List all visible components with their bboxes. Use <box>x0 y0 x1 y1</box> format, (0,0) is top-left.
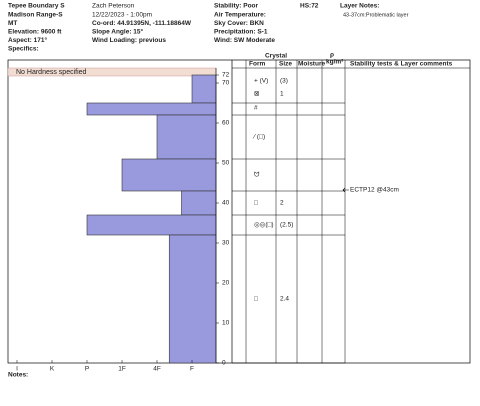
crystal-size: (2.5) <box>280 222 293 229</box>
header: Form <box>249 61 265 68</box>
arrow <box>342 187 349 193</box>
y-tick-label: 10 <box>222 320 230 327</box>
hardness-bar <box>156 114 217 160</box>
hardness-bar <box>181 190 217 216</box>
header: Size <box>279 61 292 68</box>
hardness-bar <box>191 74 217 104</box>
no-hardness-label: No Hardness specified <box>16 69 87 76</box>
header-field: Slope Angle: 15° <box>92 28 144 36</box>
crystal-form: ᗢ <box>254 172 260 179</box>
y-tick-label: 60 <box>222 120 230 127</box>
header: kg/m³ <box>326 59 344 66</box>
crystal-form: ◎◎(□) <box>254 222 274 229</box>
y-tick-label: 30 <box>222 240 230 247</box>
header: Crystal <box>265 53 287 60</box>
y-tick-label: 40 <box>222 200 230 207</box>
x-tick-label: 4F <box>153 366 161 373</box>
x-tick-label: K <box>50 366 55 373</box>
header-field: 12/22/2023 - 1:00pm <box>92 11 152 18</box>
hardness-bar <box>168 234 217 364</box>
crystal-size: 1 <box>280 91 284 98</box>
header-field: Sky Cover: BKN <box>214 20 264 27</box>
crystal-form: □ <box>254 200 258 207</box>
y-tick-label: 50 <box>222 160 230 167</box>
crystal-form: + (V) <box>254 78 268 85</box>
header-field: Precipitation: S-1 <box>214 29 268 36</box>
header-field: Tepee Boundary S <box>8 3 65 10</box>
hardness-bar <box>86 214 217 236</box>
x-tick-label: 1F <box>118 366 126 373</box>
header: Moisture <box>298 61 325 68</box>
header-field: Stability: Poor <box>214 3 259 10</box>
crystal-size: (3) <box>280 78 288 85</box>
y-tick-label: 72 <box>222 72 230 79</box>
x-tick-label: I <box>16 366 18 373</box>
header: ρ <box>330 52 334 59</box>
y-tick-label: 70 <box>222 80 230 87</box>
crystal-form: ⁄ (□) <box>252 134 265 141</box>
x-tick-label: F <box>190 366 194 373</box>
header: Stability tests & Layer comments <box>350 61 453 68</box>
header-field: Elevation: 9600 ft <box>8 29 62 36</box>
crystal-size: 2 <box>280 200 284 207</box>
crystal-size: 2.4 <box>280 296 289 303</box>
hardness-bar <box>86 102 217 116</box>
header-field: MT <box>8 20 17 27</box>
frame <box>7 59 471 364</box>
header-field: Co-ord: 44.91395N, -111.18864W <box>92 20 192 27</box>
header-field: Air Temperature: <box>214 11 266 18</box>
crystal-form: # <box>254 105 258 112</box>
header-field: Wind: SW Moderate <box>214 37 275 44</box>
crystal-form: □ <box>254 296 258 303</box>
hs: HS:72 <box>300 3 319 10</box>
header-field: Specifics: <box>8 46 39 53</box>
y-tick-label: 0 <box>222 360 226 367</box>
header-field: Madison Range-S <box>8 11 63 18</box>
y-tick-label: 20 <box>222 280 230 287</box>
crystal-form: ⊠ <box>254 91 260 98</box>
header-field: Wind Loading: previous <box>92 37 166 44</box>
hardness-bar <box>121 158 217 192</box>
stability-test: ECTP12 @43cm <box>350 187 399 194</box>
x-tick-label: P <box>85 366 89 373</box>
notes: Notes: <box>8 372 28 379</box>
header-field: Aspect: 171° <box>8 36 47 44</box>
layer-notes: 43-37cm:Problematic layer <box>343 12 409 18</box>
layer-notes-title: Layer Notes: <box>340 3 379 10</box>
header-field: Zach Peterson <box>92 3 135 10</box>
